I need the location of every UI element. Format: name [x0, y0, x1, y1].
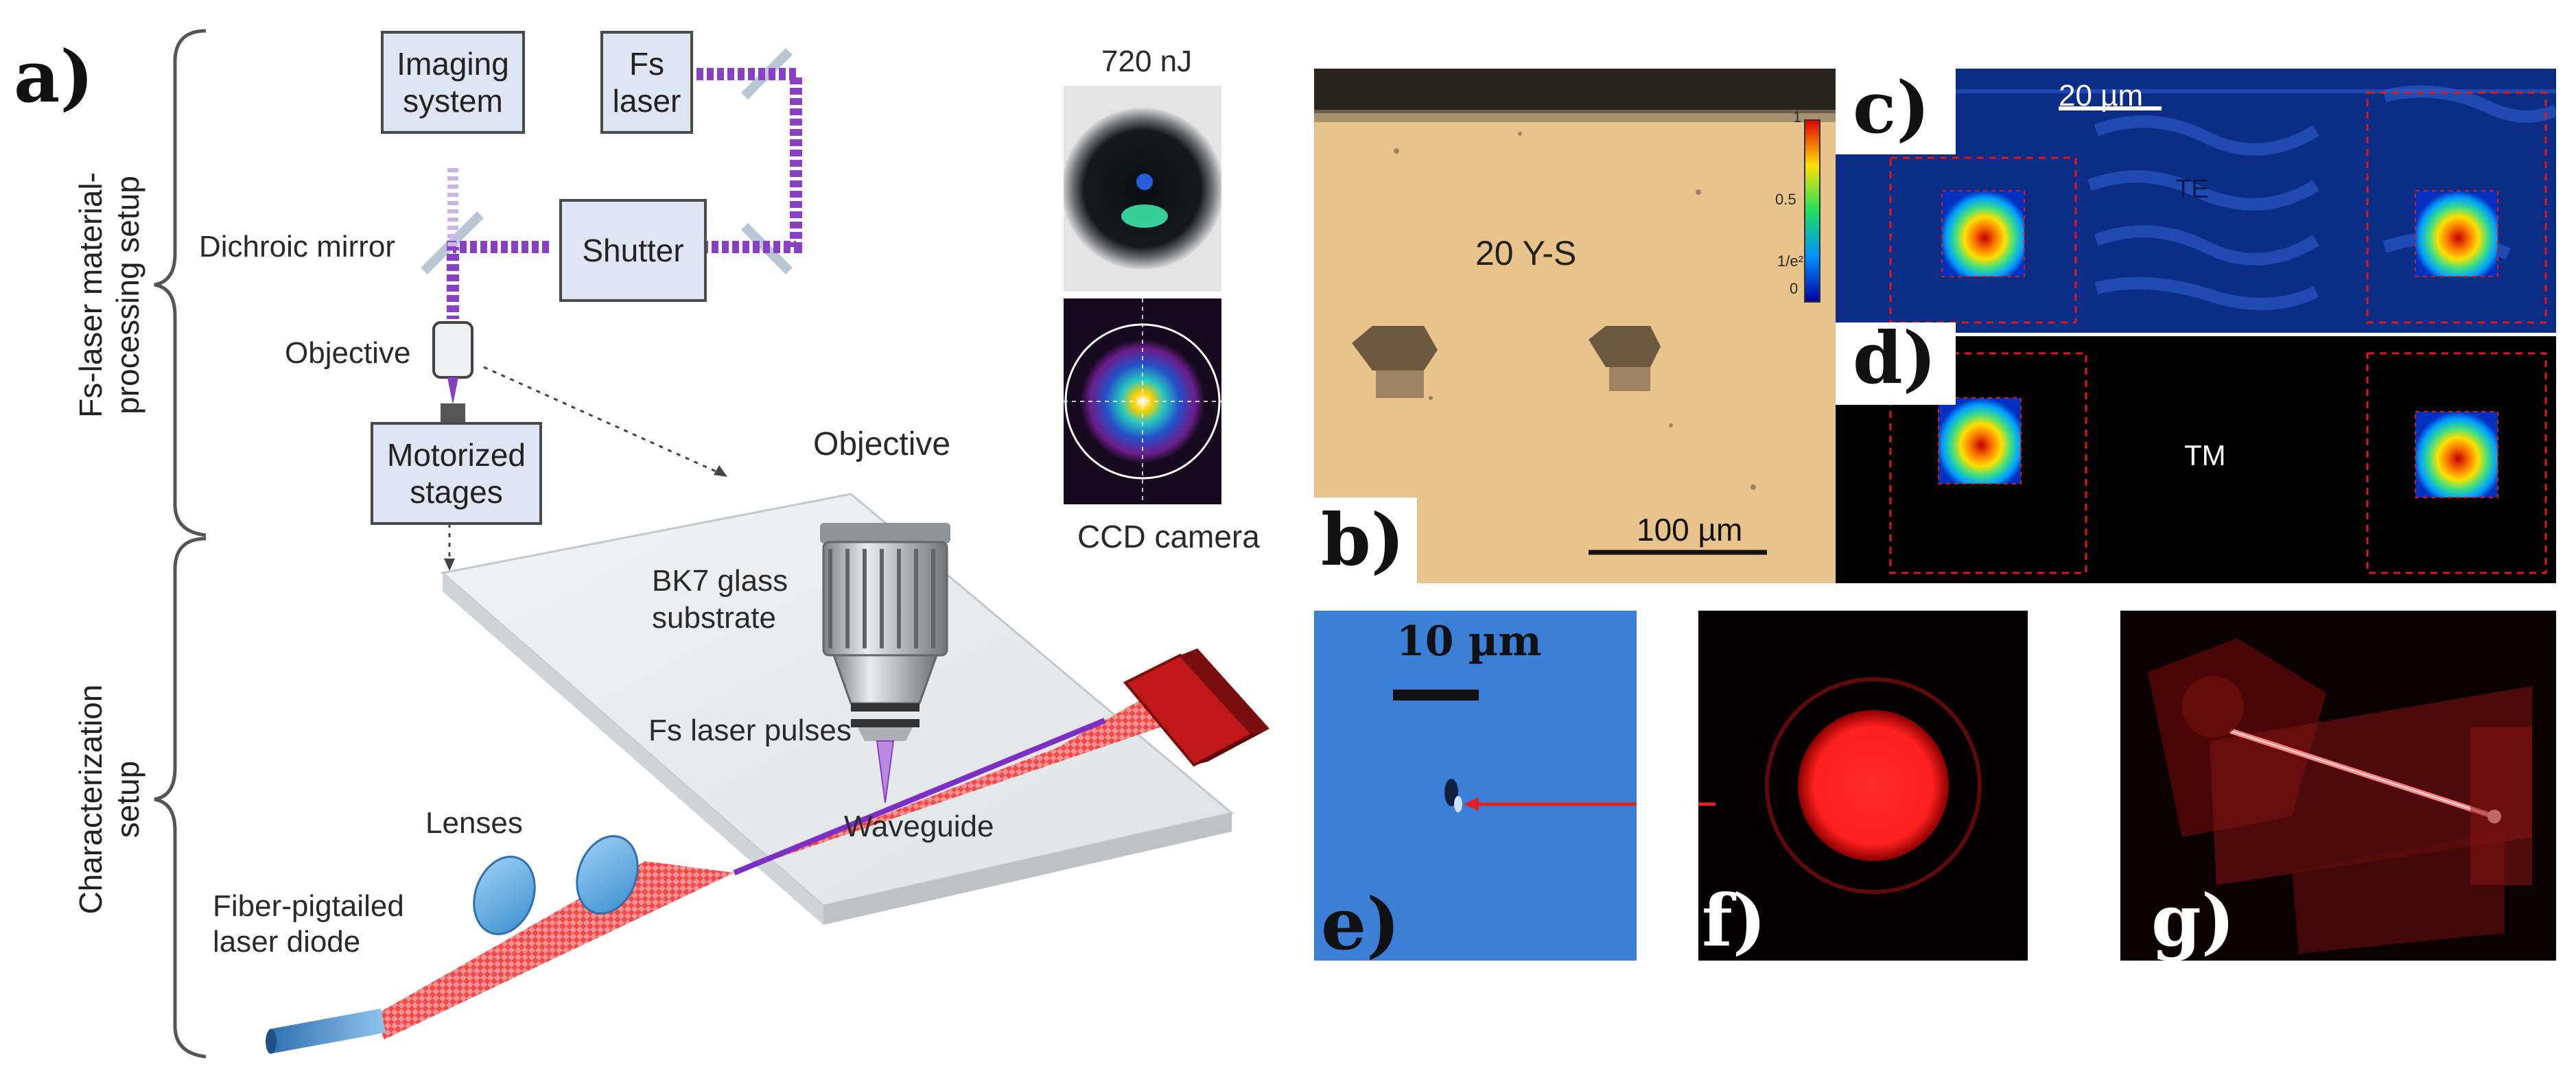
- dichroic-mirror-label: Dichroic mirror: [199, 230, 395, 263]
- panel-b-scale-label: 100 µm: [1637, 512, 1743, 548]
- panel-c-mode-label: TE: [2175, 175, 2209, 204]
- panel-g-letter: g): [2151, 878, 2235, 963]
- panel-a-letter: a): [14, 34, 94, 119]
- panel-d-letter-bg: [1836, 322, 1956, 405]
- panel-f-letter: f): [1702, 878, 1766, 963]
- motorized-stages-box: Motorized stages: [371, 422, 542, 525]
- fs-laser-box: Fs laser: [600, 31, 693, 134]
- panel-c-scale-label: 20 µm: [2059, 79, 2144, 113]
- panel-b-sample-label: 20 Y-S: [1475, 234, 1577, 272]
- colorbar-tick-0: 0: [1790, 280, 1799, 297]
- colorbar-tick-1: 1: [1793, 108, 1802, 126]
- panel-d-mode-label: TM: [2184, 439, 2226, 471]
- section-characterization-label: Characterization setup: [73, 684, 145, 915]
- beam-inset-microscope: [1064, 86, 1221, 292]
- lenses-label: Lenses: [425, 806, 523, 840]
- bk7-label: BK7 glass substrate: [652, 564, 788, 635]
- panel-c-letter: c): [1853, 65, 1930, 150]
- panel-e-micrograph: [1314, 611, 1637, 961]
- brace-processing: [154, 29, 207, 537]
- colorbar-tick-e2: 1/e²: [1777, 252, 1803, 270]
- waveguide-label: Waveguide: [844, 810, 994, 843]
- fiber-diode-label: Fiber-pigtailed laser diode: [213, 889, 404, 959]
- panel-e-letter: e): [1321, 882, 1401, 966]
- colorbar-tick-half: 0.5: [1775, 191, 1796, 208]
- panel-d-letter: d): [1853, 316, 1936, 400]
- panel-g-photo: [2120, 611, 2556, 961]
- imaging-system-label: Imaging system: [397, 46, 509, 119]
- objective-lower-label: Objective: [813, 426, 951, 462]
- panel-a-diagram: [154, 29, 1269, 1059]
- motorized-stages-label: Motorized stages: [387, 437, 526, 510]
- shutter-label: Shutter: [582, 233, 684, 268]
- fs-pulses-label: Fs laser pulses: [648, 714, 852, 747]
- energy-label: 720 nJ: [1101, 45, 1193, 78]
- panel-e-scale-label: 10 µm: [1396, 618, 1542, 666]
- brace-characterization: [154, 537, 207, 1059]
- panel-b-letter: b): [1321, 497, 1405, 582]
- panel-f-output-spot: [1698, 611, 2028, 961]
- objective-upper-label: Objective: [285, 336, 411, 370]
- beam-inset-profile: [1064, 298, 1221, 504]
- fs-laser-label: Fs laser: [612, 46, 681, 119]
- section-processing-label: Fs-laser material- processing setup: [73, 172, 145, 418]
- imaging-system-box: Imaging system: [381, 31, 525, 134]
- shutter-box: Shutter: [559, 199, 707, 302]
- panel-d-tm-mode: [1836, 336, 2556, 583]
- panel-b-letter-bg: [1314, 497, 1417, 583]
- ccd-camera-label: CCD camera: [1077, 519, 1260, 554]
- panel-c-te-mode: [1836, 69, 2556, 333]
- panel-c-letter-bg: [1836, 69, 1956, 154]
